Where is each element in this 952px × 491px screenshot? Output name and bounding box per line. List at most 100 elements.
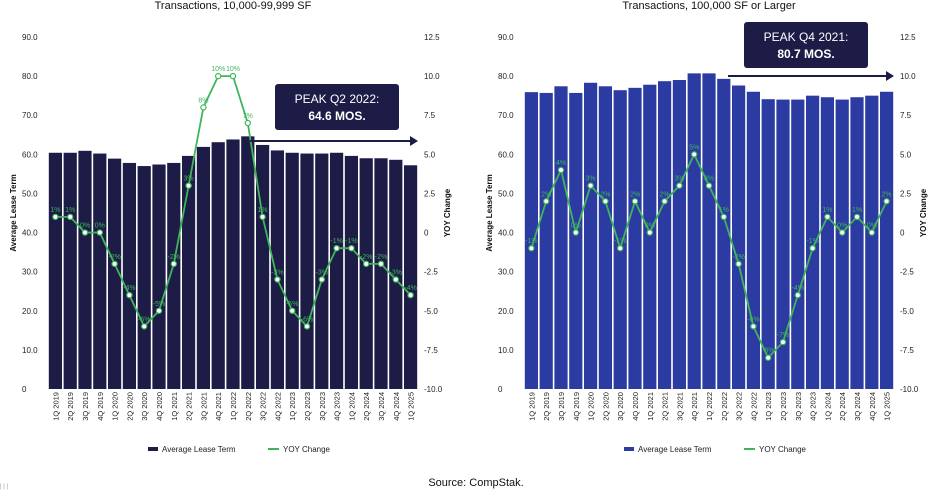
x-tick-label: 4Q 2024 [392,392,401,421]
x-tick-label: 4Q 2023 [333,392,342,421]
x-tick-label: 4Q 2021 [690,392,699,421]
bar-3q-2020 [137,166,151,389]
x-tick-label: 1Q 2025 [883,392,892,421]
x-tick-label: 1Q 2020 [587,392,596,421]
x-tick-label: 4Q 2021 [214,392,223,421]
yoy-data-label: -5% [153,301,165,308]
bar-2q-2024 [835,99,849,390]
yoy-data-label: 5% [689,144,699,151]
bar-2q-2021 [182,155,196,389]
y-tick-label: 90.0 [498,33,514,42]
y-tick-label: 0 [498,385,503,394]
y-tick-label: 0 [22,385,27,394]
yoy-point [839,229,846,236]
yoy-point [392,276,399,283]
yoy-point [229,72,237,80]
y2-tick-label: -7.5 [424,346,438,355]
bar-2q-2020 [598,86,612,389]
y-axis-label: Average Lease Term [485,174,494,251]
y2-tick-label: 10.0 [900,72,916,81]
legend-label-bars: Average Lease Term [638,445,712,454]
yoy-point [868,229,875,236]
yoy-data-label: 0% [867,223,877,230]
yoy-point [809,244,816,252]
yoy-data-label: -2% [732,254,744,261]
bar-1q-2025 [880,91,894,389]
bar-1q-2023 [761,99,775,389]
bar-1q-2025 [404,165,418,389]
yoy-data-label: -1% [614,238,626,245]
peak-box [744,22,868,68]
legend-swatch-bars [624,447,634,451]
x-tick-label: 2Q 2024 [838,392,847,421]
yoy-data-label: -6% [301,316,313,323]
bar-3q-2019 [554,86,568,389]
y2-axis-label: YOY Change [443,188,452,237]
yoy-data-label: -3% [271,269,283,276]
yoy-data-label: -1% [330,238,342,245]
x-tick-label: 3Q 2022 [735,392,744,421]
yoy-data-label: 0% [95,223,105,230]
y-tick-label: 40.0 [22,229,38,238]
x-tick-label: 1Q 2019 [51,392,60,421]
yoy-point [572,229,580,236]
x-tick-label: 1Q 2025 [407,392,416,421]
y2-tick-label: 5.0 [900,150,912,159]
legend-swatch-bars [148,447,158,451]
bar-4q-2020 [152,164,166,389]
yoy-point [259,213,266,221]
bar-3q-2021 [196,146,210,389]
yoy-point [676,182,683,189]
yoy-point [96,229,104,236]
x-tick-label: 3Q 2024 [853,392,862,421]
yoy-data-label: 2% [660,191,670,198]
yoy-data-label: -5% [286,301,298,308]
bar-4q-2022 [270,150,284,389]
yoy-point [631,198,639,205]
yoy-point [66,213,74,221]
yoy-point [853,213,861,221]
yoy-point [289,307,296,314]
yoy-data-label: 1% [258,207,268,214]
yoy-data-label: 2% [541,191,551,198]
bar-2q-2020 [122,162,136,389]
bar-4q-2024 [865,95,879,390]
peak-line2: 80.7 MOS. [777,47,834,61]
y-tick-label: 80.0 [498,72,514,81]
yoy-point [377,260,385,268]
x-tick-label: 2Q 2022 [720,392,729,421]
y-tick-label: 20.0 [22,307,38,316]
x-tick-label: 1Q 2019 [527,392,536,421]
x-tick-label: 1Q 2023 [288,392,297,421]
legend-label-line: YOY Change [759,445,807,454]
y-tick-label: 70.0 [498,111,514,120]
yoy-point [111,260,118,268]
x-tick-label: 2Q 2019 [66,392,75,421]
y2-tick-label: -5.0 [900,307,914,316]
yoy-point [528,244,535,252]
y-axis-label: Average Lease Term [9,174,18,251]
bar-4q-2020 [628,87,642,389]
bar-3q-2024 [374,158,388,389]
yoy-point [616,244,624,252]
y2-tick-label: -2.5 [424,268,438,277]
bar-2q-2023 [776,99,790,390]
bar-4q-2023 [806,95,820,390]
yoy-data-label: -6% [138,316,150,323]
x-tick-label: 1Q 2022 [229,392,238,421]
yoy-data-label: 10% [226,66,240,73]
bar-4q-2021 [211,142,225,389]
y2-tick-label: 12.5 [900,33,916,42]
x-tick-label: 3Q 2021 [199,392,208,421]
y2-tick-label: 12.5 [424,33,440,42]
yoy-point [348,244,355,252]
yoy-data-label: -3% [316,269,328,276]
yoy-data-label: 1% [50,207,60,214]
y-tick-label: 60.0 [22,150,38,159]
x-tick-label: 4Q 2024 [868,392,877,421]
yoy-data-label: 0% [837,223,847,230]
x-tick-label: 3Q 2021 [675,392,684,421]
bar-3q-2020 [613,90,627,390]
yoy-point [646,229,653,236]
x-tick-label: 2Q 2022 [244,392,253,421]
